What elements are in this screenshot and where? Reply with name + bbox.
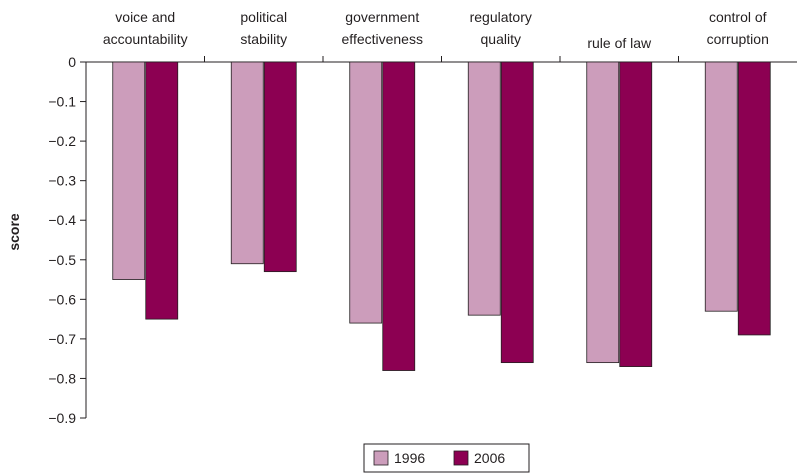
y-axis-title: score xyxy=(6,213,22,251)
category-labels: voice and accountability political stabilit… xyxy=(103,9,769,51)
bar-1996 xyxy=(586,61,620,364)
y-tick-label: −0.6 xyxy=(48,291,76,307)
x-axis xyxy=(86,56,797,63)
bar-1996 xyxy=(112,61,146,280)
bar-2006 xyxy=(619,61,653,367)
bar-2006 xyxy=(500,61,534,364)
category-label: regulatory quality xyxy=(470,9,532,47)
y-axis: 0 −0.1 −0.2 −0.3 −0.4 −0.5 −0.6 −0.7 −0.8 −0.9 xyxy=(48,54,87,426)
legend-box xyxy=(363,443,530,473)
legend-swatch xyxy=(453,450,469,466)
x-category-dividers xyxy=(204,56,679,62)
bar-1996 xyxy=(704,61,738,312)
y-tick-label: −0.2 xyxy=(48,133,76,149)
legend: 1996 2006 xyxy=(363,443,530,473)
legend-label: 2006 xyxy=(474,450,505,466)
category-label: political stability xyxy=(240,9,287,47)
y-tick-label: −0.5 xyxy=(48,252,76,268)
y-tick-label: −0.4 xyxy=(48,212,76,228)
category-label: control of corruption xyxy=(707,9,769,47)
y-tick-label: −0.1 xyxy=(48,94,76,110)
y-tick-label: −0.9 xyxy=(48,410,76,426)
bar-1996 xyxy=(230,61,264,265)
bar-2006 xyxy=(737,61,771,336)
category-label: government effectiveness xyxy=(342,9,423,47)
bar-1996 xyxy=(349,61,383,324)
y-ticks: 0 −0.1 −0.2 −0.3 −0.4 −0.5 −0.6 −0.7 −0.8 −0.9 xyxy=(48,54,86,426)
bar-1996 xyxy=(467,61,501,316)
legend-label: 1996 xyxy=(394,450,425,466)
bar-2006 xyxy=(382,61,416,371)
bars xyxy=(112,61,771,371)
y-tick-label: −0.3 xyxy=(48,173,76,189)
y-tick-label: 0 xyxy=(68,54,76,70)
legend-swatch xyxy=(373,450,389,466)
category-label: rule of law xyxy=(587,35,652,51)
y-tick-label: −0.8 xyxy=(48,370,76,386)
category-label: voice and accountability xyxy=(103,9,188,47)
y-tick-label: −0.7 xyxy=(48,331,76,347)
bar-2006 xyxy=(263,61,297,273)
bar-2006 xyxy=(145,61,179,320)
